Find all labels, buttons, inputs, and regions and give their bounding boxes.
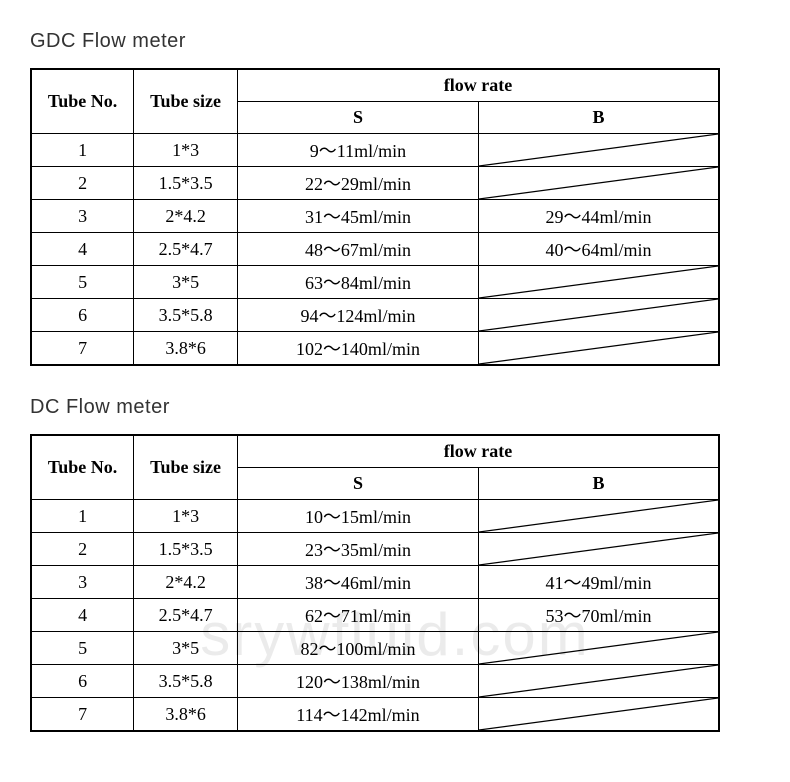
empty-diagonal-cell	[478, 533, 719, 566]
empty-diagonal-cell	[478, 299, 719, 332]
flow-table: Tube No.Tube sizeflow rateSB11*310～15ml/…	[30, 434, 720, 732]
cell-tube-size: 3.8*6	[134, 332, 238, 366]
table-row: 11*310～15ml/min	[31, 500, 719, 533]
cell-b-value: 53～70ml/min	[478, 599, 719, 632]
cell-tube-no: 3	[31, 200, 134, 233]
cell-tube-no: 4	[31, 233, 134, 266]
cell-s-value: 10～15ml/min	[237, 500, 478, 533]
cell-s-value: 102～140ml/min	[237, 332, 478, 366]
cell-tube-no: 7	[31, 332, 134, 366]
cell-b-value: 29～44ml/min	[478, 200, 719, 233]
header-tube-no: Tube No.	[31, 69, 134, 134]
cell-tube-size: 3*5	[134, 632, 238, 665]
header-b: B	[478, 468, 719, 500]
empty-diagonal-cell	[478, 332, 719, 366]
empty-diagonal-cell	[478, 665, 719, 698]
table-title: GDC Flow meter	[30, 30, 760, 53]
table-row: 21.5*3.522～29ml/min	[31, 167, 719, 200]
flow-table: Tube No.Tube sizeflow rateSB11*39～11ml/m…	[30, 68, 720, 366]
cell-tube-no: 6	[31, 299, 134, 332]
table-row: 63.5*5.894～124ml/min	[31, 299, 719, 332]
header-s: S	[237, 102, 478, 134]
table-row: 32*4.238～46ml/min41～49ml/min	[31, 566, 719, 599]
cell-tube-size: 3.5*5.8	[134, 299, 238, 332]
table-container: Tube No.Tube sizeflow rateSB11*310～15ml/…	[30, 434, 760, 732]
empty-diagonal-cell	[478, 134, 719, 167]
cell-s-value: 9～11ml/min	[237, 134, 478, 167]
empty-diagonal-cell	[478, 266, 719, 299]
cell-s-value: 23～35ml/min	[237, 533, 478, 566]
cell-tube-size: 1.5*3.5	[134, 167, 238, 200]
empty-diagonal-cell	[478, 500, 719, 533]
table-title: DC Flow meter	[30, 396, 760, 419]
table-row: 42.5*4.762～71ml/min53～70ml/min	[31, 599, 719, 632]
cell-tube-no: 5	[31, 266, 134, 299]
header-tube-no: Tube No.	[31, 435, 134, 500]
cell-s-value: 94～124ml/min	[237, 299, 478, 332]
table-row: 21.5*3.523～35ml/min	[31, 533, 719, 566]
cell-s-value: 114～142ml/min	[237, 698, 478, 732]
cell-s-value: 63～84ml/min	[237, 266, 478, 299]
cell-b-value: 40～64ml/min	[478, 233, 719, 266]
header-tube-size: Tube size	[134, 435, 238, 500]
cell-s-value: 120～138ml/min	[237, 665, 478, 698]
cell-s-value: 62～71ml/min	[237, 599, 478, 632]
table-row: 53*582～100ml/min	[31, 632, 719, 665]
cell-tube-size: 3.5*5.8	[134, 665, 238, 698]
header-tube-size: Tube size	[134, 69, 238, 134]
cell-s-value: 22～29ml/min	[237, 167, 478, 200]
cell-tube-size: 1.5*3.5	[134, 533, 238, 566]
cell-tube-no: 2	[31, 167, 134, 200]
empty-diagonal-cell	[478, 632, 719, 665]
table-row: 73.8*6114～142ml/min	[31, 698, 719, 732]
table-row: 63.5*5.8120～138ml/min	[31, 665, 719, 698]
cell-tube-no: 6	[31, 665, 134, 698]
cell-tube-no: 2	[31, 533, 134, 566]
cell-tube-size: 2*4.2	[134, 566, 238, 599]
table-row: 42.5*4.748～67ml/min40～64ml/min	[31, 233, 719, 266]
empty-diagonal-cell	[478, 167, 719, 200]
header-flow-rate: flow rate	[237, 435, 719, 468]
cell-tube-size: 3.8*6	[134, 698, 238, 732]
table-row: 53*563～84ml/min	[31, 266, 719, 299]
empty-diagonal-cell	[478, 698, 719, 732]
cell-s-value: 38～46ml/min	[237, 566, 478, 599]
table-row: 11*39～11ml/min	[31, 134, 719, 167]
cell-tube-no: 3	[31, 566, 134, 599]
cell-tube-no: 4	[31, 599, 134, 632]
cell-s-value: 48～67ml/min	[237, 233, 478, 266]
cell-tube-size: 2*4.2	[134, 200, 238, 233]
table-row: 32*4.231～45ml/min29～44ml/min	[31, 200, 719, 233]
cell-tube-no: 1	[31, 134, 134, 167]
cell-tube-no: 5	[31, 632, 134, 665]
cell-s-value: 31～45ml/min	[237, 200, 478, 233]
cell-tube-size: 1*3	[134, 500, 238, 533]
cell-tube-size: 2.5*4.7	[134, 233, 238, 266]
cell-tube-no: 7	[31, 698, 134, 732]
cell-tube-size: 1*3	[134, 134, 238, 167]
cell-tube-size: 3*5	[134, 266, 238, 299]
cell-tube-size: 2.5*4.7	[134, 599, 238, 632]
cell-s-value: 82～100ml/min	[237, 632, 478, 665]
header-s: S	[237, 468, 478, 500]
cell-b-value: 41～49ml/min	[478, 566, 719, 599]
table-container: Tube No.Tube sizeflow rateSB11*39～11ml/m…	[30, 68, 760, 366]
header-flow-rate: flow rate	[237, 69, 719, 102]
header-b: B	[478, 102, 719, 134]
table-row: 73.8*6102～140ml/min	[31, 332, 719, 366]
cell-tube-no: 1	[31, 500, 134, 533]
